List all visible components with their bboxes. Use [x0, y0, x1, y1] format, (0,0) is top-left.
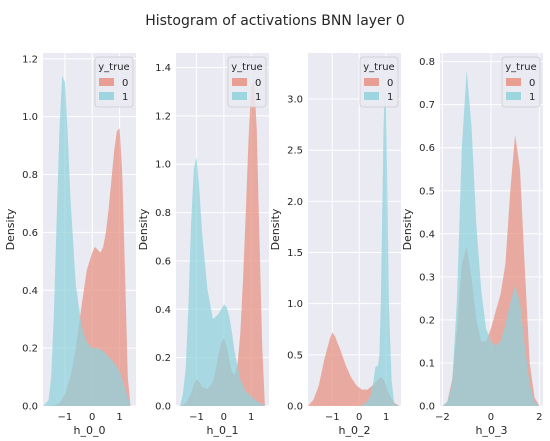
x-tick-label: 0	[89, 412, 95, 423]
y-tick-label: 0.8	[22, 170, 38, 181]
legend: y_true 0 1	[94, 56, 134, 108]
x-axis-label: h_0_2	[339, 424, 371, 437]
y-tick-label: 0.8	[155, 208, 171, 219]
x-tick-label: 1	[248, 412, 254, 423]
x-tick-label: −1	[189, 412, 204, 423]
legend-title: y_true	[363, 62, 394, 73]
y-tick-label: 2.0	[287, 197, 303, 208]
y-tick-label: 0.6	[155, 256, 171, 267]
y-tick-label: 0.6	[22, 228, 38, 239]
density-area-0	[43, 128, 131, 406]
y-tick-label: 0.2	[155, 353, 171, 364]
y-tick-label: 1.0	[287, 299, 303, 310]
y-tick-label: 0.0	[287, 402, 303, 413]
subplot-2: 0.0 0.2 0.4 0.6 0.8 1.0 1.2 1.4 −1 0 1 h_0_1 Density…	[137, 53, 269, 437]
y-axis-label: Density	[137, 208, 150, 250]
y-tick-label: 0.6	[419, 143, 435, 154]
legend-swatch-1	[99, 92, 114, 100]
x-tick-label: 0	[221, 412, 227, 423]
density-area-1	[308, 88, 400, 407]
subplots: 0.0 0.2 0.4 0.6 0.8 1.0 1.2 −1 0 1 h_0_0 Density y_t…	[4, 53, 543, 437]
y-tick-label: 1.2	[22, 54, 38, 65]
y-tick-label: 1.4	[155, 63, 171, 74]
legend-label-0: 0	[255, 78, 261, 89]
legend-title: y_true	[505, 62, 536, 73]
legend-swatch-1	[232, 92, 247, 100]
y-tick-label: 0.3	[419, 272, 435, 283]
x-tick-label: 1	[116, 412, 122, 423]
x-axis-label: h_0_3	[476, 424, 508, 437]
y-tick-label: 2.5	[287, 146, 303, 157]
density-area-1	[442, 70, 540, 406]
x-tick-label: −1	[58, 412, 73, 423]
y-tick-label: 0.4	[419, 229, 435, 240]
legend-title: y_true	[231, 62, 262, 73]
y-tick-label: 1.5	[287, 248, 303, 259]
x-tick-label: 2	[536, 412, 542, 423]
y-axis-label: Density	[4, 208, 17, 250]
legend: y_true 0 1	[227, 56, 267, 108]
y-tick-label: 0.2	[419, 315, 435, 326]
legend-swatch-0	[232, 78, 247, 86]
legend-label-0: 0	[387, 78, 393, 89]
y-tick-label: 0.1	[419, 358, 435, 369]
x-tick-label: 0	[488, 412, 494, 423]
y-tick-label: 0.4	[155, 305, 171, 316]
y-tick-label: 0.8	[419, 57, 435, 68]
density-area-1	[180, 157, 265, 406]
legend-title: y_true	[98, 62, 129, 73]
x-axis-label: h_0_0	[74, 424, 106, 437]
legend: y_true 0 1	[359, 56, 399, 108]
y-axis-label: Density	[401, 208, 414, 250]
x-tick-label: 1	[383, 412, 389, 423]
y-tick-label: 1.2	[155, 111, 171, 122]
y-tick-label: 0.4	[22, 286, 38, 297]
figure-title: Histogram of activations BNN layer 0	[145, 13, 405, 29]
y-tick-label: 1.0	[155, 160, 171, 171]
subplot-4: 0.0 0.1 0.2 0.3 0.4 0.5 0.6 0.7 0.8 −2 0 2 h_0_3 Dens…	[401, 53, 543, 437]
legend-label-1: 1	[255, 92, 261, 103]
legend-label-0: 0	[122, 78, 128, 89]
y-tick-label: 0.0	[155, 402, 171, 413]
y-tick-label: 3.0	[287, 95, 303, 106]
legend-label-1: 1	[529, 92, 535, 103]
y-tick-label: 0.0	[419, 402, 435, 413]
x-tick-label: −1	[325, 412, 340, 423]
y-tick-label: 1.0	[22, 112, 38, 123]
x-tick-label: −2	[435, 412, 450, 423]
legend-label-1: 1	[387, 92, 393, 103]
legend-swatch-1	[364, 92, 379, 100]
x-axis-label: h_0_1	[207, 424, 239, 437]
y-tick-label: 0.7	[419, 100, 435, 111]
y-tick-label: 0.2	[22, 344, 38, 355]
y-axis-label: Density	[269, 208, 282, 250]
subplot-3: 0.0 0.5 1.0 1.5 2.0 2.5 3.0 −1 0 1 h_0_2 Density y_t…	[269, 53, 401, 437]
legend-label-1: 1	[122, 92, 128, 103]
legend-swatch-0	[506, 78, 521, 86]
density-area-1	[43, 76, 131, 406]
legend-label-0: 0	[529, 78, 535, 89]
subplot-1: 0.0 0.2 0.4 0.6 0.8 1.0 1.2 −1 0 1 h_0_0 Density y_t…	[4, 53, 136, 437]
x-tick-label: 0	[356, 412, 362, 423]
y-tick-label: 0.5	[419, 186, 435, 197]
density-area-0	[180, 79, 265, 406]
y-tick-label: 0.0	[22, 402, 38, 413]
legend-swatch-0	[364, 78, 379, 86]
legend-swatch-0	[99, 78, 114, 86]
legend: y_true 0 1	[501, 56, 541, 108]
legend-swatch-1	[506, 92, 521, 100]
y-tick-label: 0.5	[287, 350, 303, 361]
